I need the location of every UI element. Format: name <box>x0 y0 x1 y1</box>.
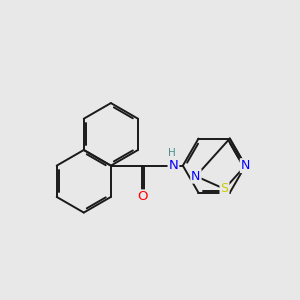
Text: O: O <box>137 190 147 203</box>
Text: N: N <box>191 170 201 183</box>
Text: S: S <box>220 182 229 195</box>
Text: H: H <box>168 148 176 158</box>
Text: N: N <box>241 159 250 172</box>
Text: N: N <box>169 159 178 172</box>
